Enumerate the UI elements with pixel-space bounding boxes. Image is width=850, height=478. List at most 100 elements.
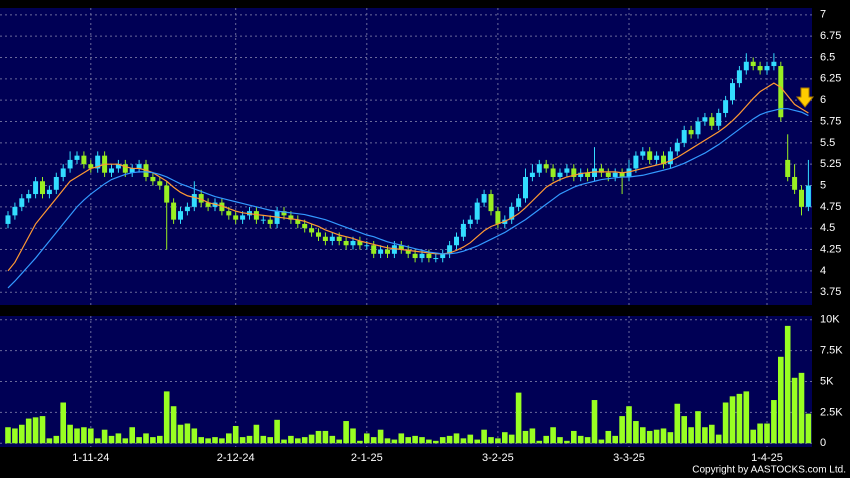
volume-bar xyxy=(667,432,674,444)
candle-body xyxy=(184,206,190,212)
volume-bar xyxy=(101,429,108,444)
volume-bar xyxy=(267,437,273,444)
volume-bar xyxy=(239,437,246,444)
volume-bar xyxy=(219,438,225,444)
volume-bar xyxy=(488,437,494,444)
volume-bar xyxy=(398,433,405,444)
volume-bar xyxy=(370,437,377,444)
candle-body xyxy=(60,168,66,177)
volume-bar xyxy=(163,391,170,444)
candle-body xyxy=(460,223,466,237)
candle-body xyxy=(433,258,439,260)
volume-bar xyxy=(626,406,632,444)
candle-body xyxy=(157,181,163,186)
candle-body xyxy=(688,130,694,135)
volume-bar xyxy=(660,428,667,444)
candle-body xyxy=(799,189,804,207)
candle-body xyxy=(529,172,535,177)
y-tick-label: 4 xyxy=(820,265,826,277)
y-tick-label: 2.5K xyxy=(820,406,843,418)
volume-bar xyxy=(709,424,715,444)
volume-bar xyxy=(419,437,425,444)
volume-bar xyxy=(757,423,763,444)
volume-bar xyxy=(508,434,515,444)
candle-body xyxy=(723,100,729,113)
candle-body xyxy=(122,164,128,173)
candle-body xyxy=(598,168,604,173)
volume-bar xyxy=(453,433,460,444)
candle-body xyxy=(805,185,811,207)
x-tick-label: 2-1-25 xyxy=(351,452,383,464)
candle-body xyxy=(115,164,121,169)
candle-body xyxy=(681,130,687,143)
volume-bar xyxy=(115,433,122,444)
candle-body xyxy=(398,245,404,250)
candle-body xyxy=(81,155,87,165)
y-tick-label: 7.5K xyxy=(820,345,843,357)
volume-bar xyxy=(308,434,315,444)
candle-body xyxy=(654,155,660,160)
volume-bar xyxy=(191,428,198,444)
volume-bar xyxy=(591,400,598,444)
volume-bar xyxy=(122,438,129,444)
volume-bar xyxy=(557,437,563,444)
x-tick-label: 3-3-25 xyxy=(613,452,645,464)
candle-body xyxy=(488,194,494,212)
moving-average-line xyxy=(7,82,809,272)
volume-bar xyxy=(412,435,418,444)
candle-body xyxy=(309,228,315,233)
price-panel xyxy=(0,8,812,305)
volume-bar xyxy=(295,438,301,444)
y-tick-label: 10K xyxy=(820,314,840,326)
volume-bar xyxy=(32,417,39,444)
candle-body xyxy=(730,83,735,101)
volume-bar xyxy=(633,421,639,444)
candle-body xyxy=(440,253,446,259)
y-tick-label: 5 xyxy=(820,179,826,191)
candle-body xyxy=(233,215,239,220)
candle-body xyxy=(343,240,349,246)
volume-bar xyxy=(198,437,204,444)
volume-bar xyxy=(253,424,260,444)
volume-bar xyxy=(543,435,549,444)
candle-body xyxy=(329,236,335,241)
candle-body xyxy=(647,151,653,160)
candle-body xyxy=(364,245,370,247)
candle-body xyxy=(764,66,770,71)
volume-bar xyxy=(702,427,708,444)
candle-body xyxy=(481,194,487,203)
candle-body xyxy=(322,236,328,241)
volume-bar xyxy=(232,425,239,444)
candle-body xyxy=(543,164,549,169)
volume-bar xyxy=(474,439,480,444)
candle-body xyxy=(350,240,356,246)
candle-body xyxy=(267,219,273,224)
candle-body xyxy=(550,168,556,177)
volume-bar xyxy=(433,440,439,444)
candle-body xyxy=(426,253,432,259)
candle-body xyxy=(226,211,232,216)
volume-bar xyxy=(205,438,211,444)
volume-bar xyxy=(784,325,791,444)
volume-bar xyxy=(274,419,280,444)
candle-body xyxy=(474,202,480,220)
volume-bar xyxy=(226,433,232,444)
volume-bar xyxy=(460,438,467,444)
volume-bar xyxy=(143,433,149,444)
volume-bar xyxy=(60,402,66,444)
candle-body xyxy=(626,168,632,177)
candle-body xyxy=(619,172,625,177)
y-tick-label: 7 xyxy=(820,9,826,21)
candle-body xyxy=(743,61,749,71)
volume-bar xyxy=(564,440,570,444)
volume-bar xyxy=(681,416,687,444)
candle-body xyxy=(357,240,363,246)
candle-body xyxy=(612,172,618,177)
candle-body xyxy=(240,215,246,220)
y-tick-label: 0 xyxy=(820,437,826,449)
candle-body xyxy=(53,176,59,190)
candle-body xyxy=(709,117,715,126)
volume-bar xyxy=(343,421,349,444)
candle-body xyxy=(447,245,453,254)
